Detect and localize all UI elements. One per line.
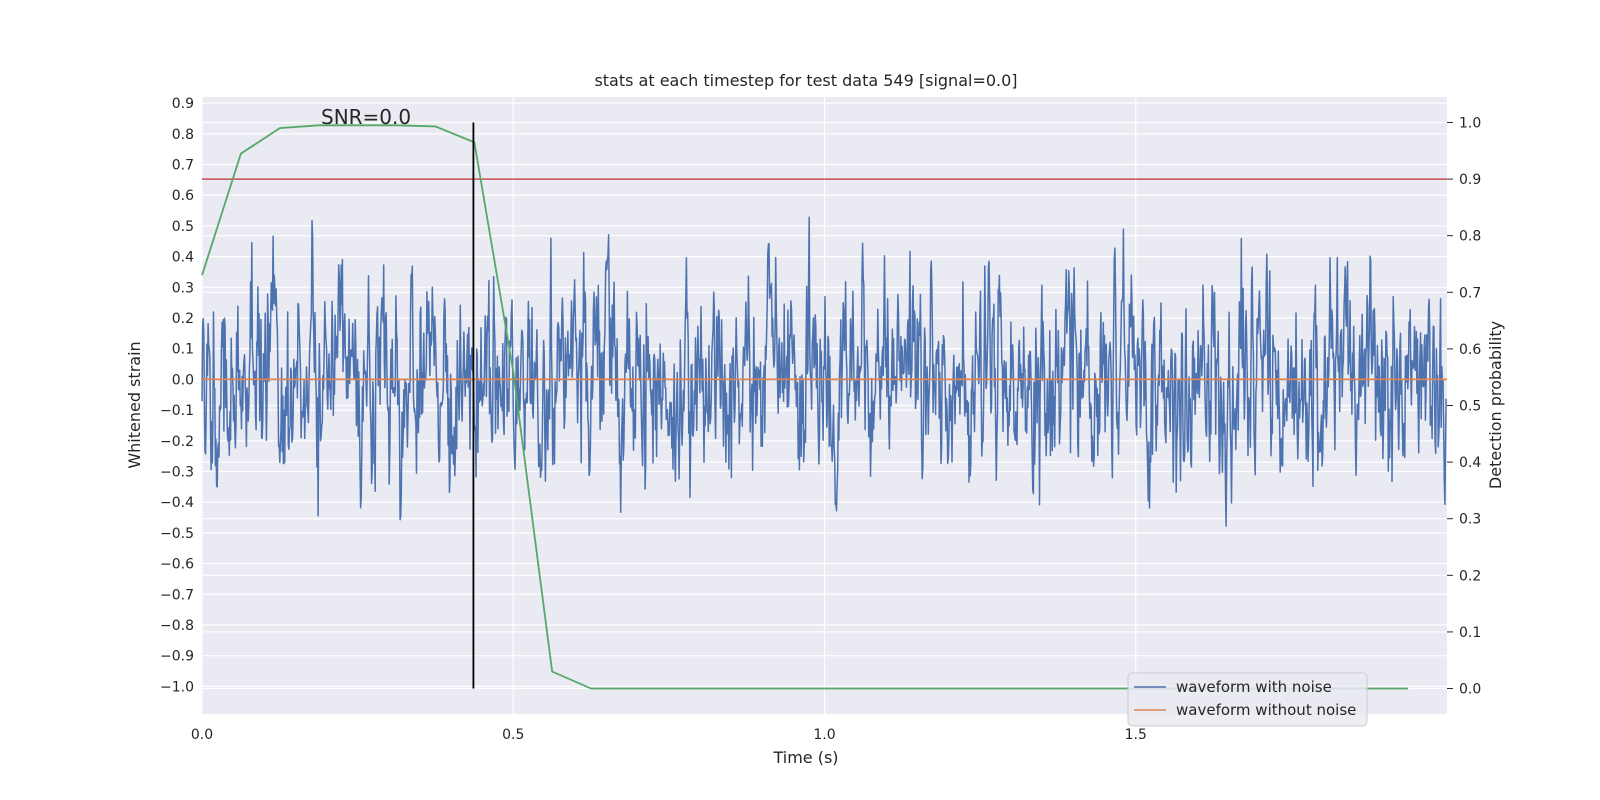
y2-tick-label: 0.8 <box>1459 229 1481 245</box>
y-tick-label: −0.8 <box>160 618 194 634</box>
y-tick-label: −0.7 <box>160 587 194 603</box>
y-tick-label: −0.1 <box>160 403 194 419</box>
y-tick-label: 0.3 <box>172 280 194 296</box>
y-tick-label: 0.7 <box>172 158 194 174</box>
y2-tick-label: 1.0 <box>1459 115 1481 131</box>
x-tick-label: 1.0 <box>813 727 835 743</box>
y2-tick-label: 0.2 <box>1459 568 1481 584</box>
y-tick-label: −0.3 <box>160 464 194 480</box>
x-tick-label: 0.0 <box>191 727 213 743</box>
y2-tick-label: 0.3 <box>1459 512 1481 528</box>
y-tick-label: −1.0 <box>160 679 194 695</box>
y-tick-label: 0.2 <box>172 311 194 327</box>
y-tick-label: 0.5 <box>172 219 194 235</box>
y2-tick-label: 0.6 <box>1459 342 1481 358</box>
x-tick-label: 0.5 <box>502 727 524 743</box>
probability-line <box>201 124 1409 690</box>
y-tick-label: −0.2 <box>160 434 194 450</box>
y-tick-label: 0.1 <box>172 342 194 358</box>
legend-label-clean: waveform without noise <box>1176 701 1356 719</box>
y2-tick-label: 0.7 <box>1459 285 1481 301</box>
chart-title: stats at each timestep for test data 549… <box>594 71 1017 90</box>
y2-tick-label: 0.5 <box>1459 399 1481 415</box>
y-tick-label: 0.8 <box>172 127 194 143</box>
axis-ticks: −1.0 −0.9 −0.8 −0.7 −0.6 −0.5 −0.4 −0.3 −0.2 −0.1… <box>160 96 1481 743</box>
waveform-with-noise-series <box>201 216 1447 527</box>
legend-label-noise: waveform with noise <box>1176 678 1332 696</box>
y2-tick-label: 0.0 <box>1459 682 1481 698</box>
x-tick-label: 1.5 <box>1125 727 1147 743</box>
legend-box <box>1127 672 1368 727</box>
y2-tick-label: 0.9 <box>1459 172 1481 188</box>
noise-waveform-line <box>201 216 1447 527</box>
y2-axis-label: Detection probability <box>1486 321 1505 489</box>
y-tick-label: −0.9 <box>160 649 194 665</box>
y2-tick-label: 0.4 <box>1459 455 1481 471</box>
legend: waveform with noise waveform without noi… <box>1127 672 1368 727</box>
x-axis-label: Time (s) <box>772 748 838 767</box>
detection-probability-series <box>201 124 1409 690</box>
y-tick-label: −0.6 <box>160 557 194 573</box>
y-tick-label: 0.0 <box>172 372 194 388</box>
y-tick-label: −0.5 <box>160 526 194 542</box>
y2-tick-label: 0.1 <box>1459 625 1481 641</box>
y-tick-label: −0.4 <box>160 495 194 511</box>
y-axis-label: Whitened strain <box>125 341 144 468</box>
y-tick-label: 0.4 <box>172 250 194 266</box>
snr-annotation: SNR=0.0 <box>321 105 411 129</box>
y-tick-label: 0.9 <box>172 96 194 112</box>
y-tick-label: 0.6 <box>172 188 194 204</box>
